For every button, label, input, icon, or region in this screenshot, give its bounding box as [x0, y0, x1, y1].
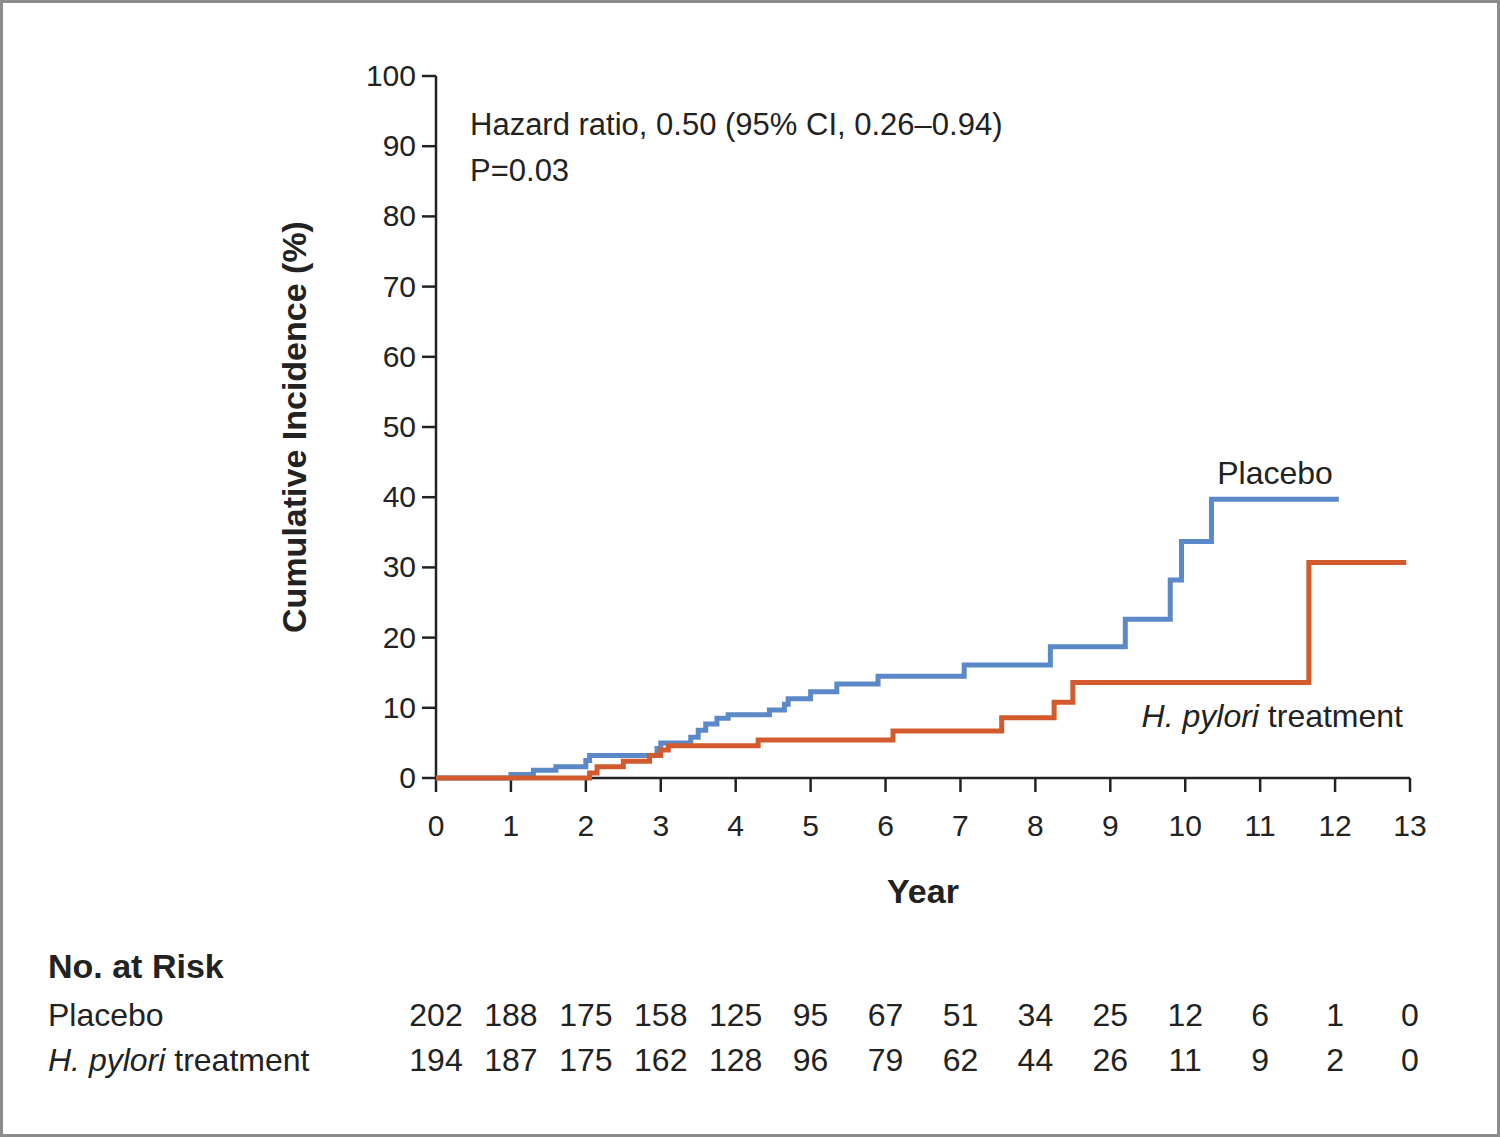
x-tick-label: 4: [727, 809, 744, 842]
y-tick: [422, 215, 436, 218]
at-risk-value: 51: [943, 997, 979, 1033]
x-tick: [1334, 778, 1337, 792]
y-tick: [422, 566, 436, 569]
at-risk-value: 187: [484, 1042, 537, 1078]
at-risk-value: 67: [868, 997, 904, 1033]
x-tick: [1259, 778, 1262, 792]
at-risk-value: 11: [1169, 1042, 1202, 1078]
y-tick: [422, 426, 436, 429]
y-tick-label: 80: [383, 199, 416, 232]
at-risk-value: 26: [1093, 1042, 1129, 1078]
x-tick: [1034, 778, 1037, 792]
at-risk-value: 125: [709, 997, 762, 1033]
at-risk-value: 79: [868, 1042, 904, 1078]
at-risk-value: 158: [634, 997, 687, 1033]
at-risk-value: 0: [1401, 1042, 1419, 1078]
at-risk-value: 44: [1018, 1042, 1054, 1078]
y-tick-label: 0: [399, 761, 416, 794]
axes: 0102030405060708090100012345678910111213: [366, 59, 1427, 842]
at-risk-value: 95: [793, 997, 829, 1033]
at-risk-title: No. at Risk: [48, 947, 224, 985]
x-axis-label: Year: [887, 872, 959, 910]
x-tick-label: 6: [877, 809, 894, 842]
x-tick: [1409, 778, 1412, 792]
series-line: [436, 499, 1339, 778]
x-tick-label: 1: [503, 809, 520, 842]
x-tick-label: 3: [652, 809, 669, 842]
series-label: Placebo: [1217, 455, 1333, 491]
y-tick-label: 70: [383, 270, 416, 303]
at-risk-value: 194: [409, 1042, 462, 1078]
at-risk-value: 188: [484, 997, 537, 1033]
y-tick: [422, 356, 436, 359]
at-risk-value: 96: [793, 1042, 829, 1078]
x-tick-label: 12: [1318, 809, 1351, 842]
series-line: [436, 562, 1406, 778]
y-tick: [422, 636, 436, 639]
y-tick: [422, 496, 436, 499]
plot-area: [436, 499, 1406, 778]
at-risk-value: 25: [1093, 997, 1129, 1033]
x-tick: [660, 778, 663, 792]
at-risk-value: 62: [943, 1042, 979, 1078]
y-tick-label: 20: [383, 621, 416, 654]
y-tick-label: 100: [366, 59, 416, 92]
x-tick-label: 10: [1169, 809, 1202, 842]
annotation: Hazard ratio, 0.50 (95% CI, 0.26–0.94): [470, 107, 1002, 142]
at-risk-value: 128: [709, 1042, 762, 1078]
at-risk-value: 2: [1326, 1042, 1344, 1078]
y-tick-label: 90: [383, 129, 416, 162]
at-risk-value: 9: [1251, 1042, 1269, 1078]
frame: [2, 2, 1499, 1136]
at-risk-value: 12: [1167, 997, 1203, 1033]
x-tick-label: 8: [1027, 809, 1044, 842]
at-risk-value: 0: [1401, 997, 1419, 1033]
at-risk-value: 175: [559, 1042, 612, 1078]
x-tick-label: 13: [1393, 809, 1426, 842]
at-risk-row-label: H. pylori treatment: [48, 1042, 310, 1078]
y-tick-label: 40: [383, 480, 416, 513]
x-tick: [734, 778, 737, 792]
x-tick: [809, 778, 812, 792]
x-tick: [884, 778, 887, 792]
x-tick-label: 7: [952, 809, 969, 842]
x-tick-label: 0: [428, 809, 445, 842]
y-tick: [422, 145, 436, 148]
y-tick: [422, 777, 436, 780]
y-tick-label: 30: [383, 550, 416, 583]
x-tick: [959, 778, 962, 792]
y-tick: [422, 707, 436, 710]
y-axis-label: Cumulative Incidence (%): [275, 221, 313, 633]
y-tick: [422, 75, 436, 78]
x-tick: [1109, 778, 1112, 792]
at-risk-value: 6: [1251, 997, 1269, 1033]
at-risk-value: 175: [559, 997, 612, 1033]
x-tick: [1184, 778, 1187, 792]
y-tick-label: 60: [383, 340, 416, 373]
y-tick-label: 50: [383, 410, 416, 443]
x-tick-label: 9: [1102, 809, 1119, 842]
at-risk-value: 1: [1326, 997, 1344, 1033]
at-risk-value: 162: [634, 1042, 687, 1078]
series-label: H. pylori treatment: [1142, 698, 1404, 734]
annotation: P=0.03: [470, 153, 569, 188]
x-tick-label: 2: [578, 809, 595, 842]
at-risk-row-label: Placebo: [48, 997, 164, 1033]
x-tick-label: 5: [802, 809, 819, 842]
y-tick: [422, 285, 436, 288]
y-tick-label: 10: [383, 691, 416, 724]
chart: 0102030405060708090100012345678910111213…: [0, 0, 1500, 1137]
at-risk-value: 202: [409, 997, 462, 1033]
at-risk-value: 34: [1018, 997, 1054, 1033]
x-tick-label: 11: [1245, 809, 1276, 842]
